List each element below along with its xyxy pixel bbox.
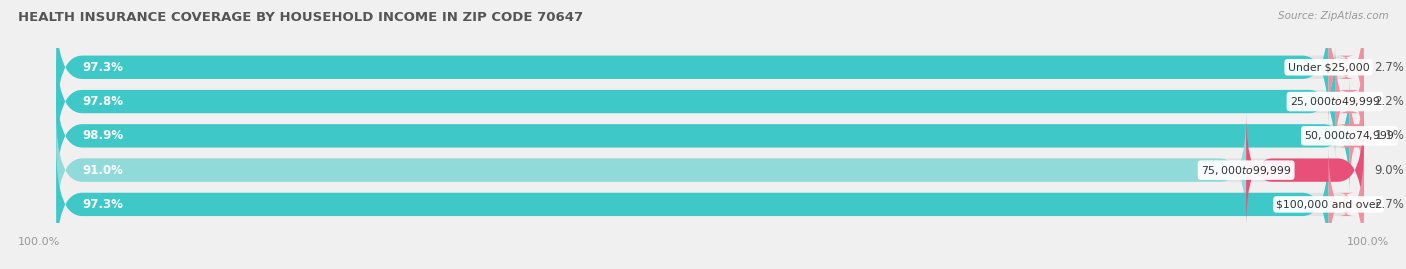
FancyBboxPatch shape (56, 10, 1364, 124)
Text: 2.2%: 2.2% (1374, 95, 1405, 108)
FancyBboxPatch shape (1246, 113, 1364, 227)
FancyBboxPatch shape (56, 147, 1329, 261)
Text: 97.3%: 97.3% (83, 61, 124, 74)
Text: 2.7%: 2.7% (1374, 198, 1405, 211)
Text: 100.0%: 100.0% (18, 237, 60, 247)
Text: $50,000 to $74,999: $50,000 to $74,999 (1305, 129, 1395, 142)
FancyBboxPatch shape (1329, 147, 1364, 261)
Text: 1.1%: 1.1% (1374, 129, 1405, 142)
Text: Source: ZipAtlas.com: Source: ZipAtlas.com (1278, 11, 1389, 21)
Text: $75,000 to $99,999: $75,000 to $99,999 (1201, 164, 1291, 177)
Text: HEALTH INSURANCE COVERAGE BY HOUSEHOLD INCOME IN ZIP CODE 70647: HEALTH INSURANCE COVERAGE BY HOUSEHOLD I… (18, 11, 583, 24)
FancyBboxPatch shape (1336, 45, 1364, 158)
Text: 98.9%: 98.9% (83, 129, 124, 142)
FancyBboxPatch shape (1329, 10, 1364, 124)
FancyBboxPatch shape (56, 45, 1336, 158)
FancyBboxPatch shape (56, 79, 1364, 193)
Text: Under $25,000: Under $25,000 (1288, 62, 1369, 72)
FancyBboxPatch shape (56, 45, 1364, 158)
Text: 97.3%: 97.3% (83, 198, 124, 211)
Text: $100,000 and over: $100,000 and over (1277, 199, 1381, 209)
FancyBboxPatch shape (1337, 79, 1375, 193)
Text: 100.0%: 100.0% (1347, 237, 1389, 247)
FancyBboxPatch shape (56, 147, 1364, 261)
Text: $25,000 to $49,999: $25,000 to $49,999 (1289, 95, 1381, 108)
FancyBboxPatch shape (56, 113, 1364, 227)
Text: 2.7%: 2.7% (1374, 61, 1405, 74)
Text: 91.0%: 91.0% (83, 164, 124, 177)
FancyBboxPatch shape (56, 113, 1246, 227)
Text: 9.0%: 9.0% (1374, 164, 1405, 177)
Text: 97.8%: 97.8% (83, 95, 124, 108)
FancyBboxPatch shape (56, 10, 1329, 124)
FancyBboxPatch shape (56, 79, 1350, 193)
